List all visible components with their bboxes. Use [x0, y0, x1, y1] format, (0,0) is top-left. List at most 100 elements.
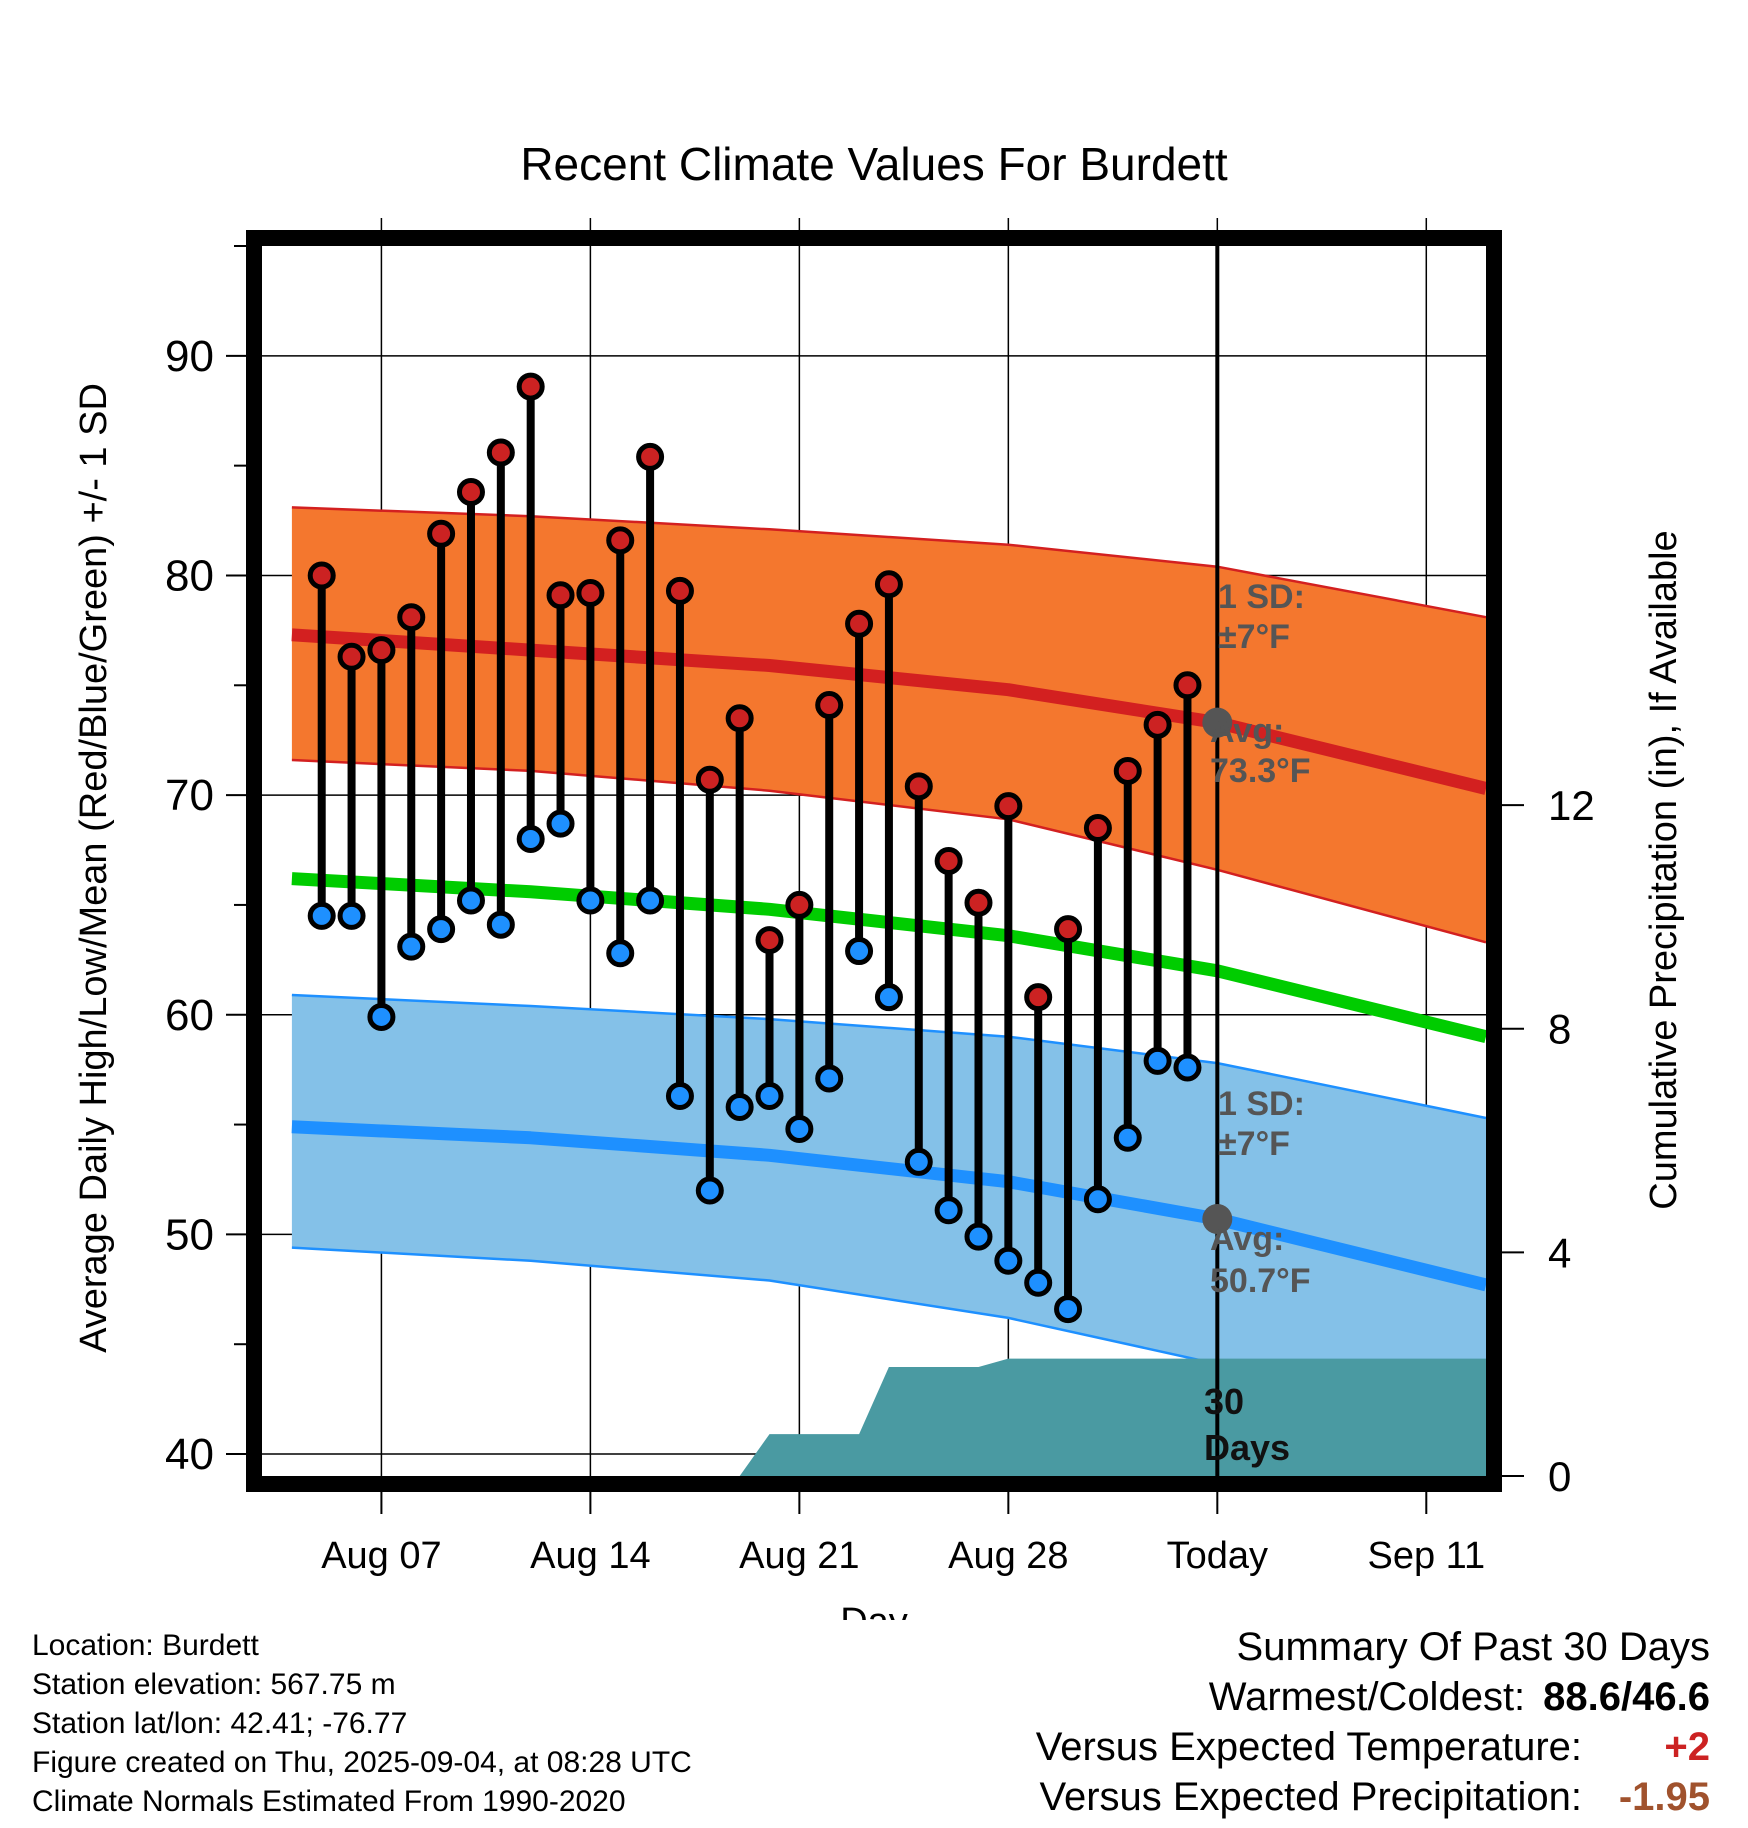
normal-low-line [291, 1120, 1488, 1292]
daily-high-point [725, 704, 754, 733]
daily-bars [317, 386, 1192, 1310]
daily-high-point [934, 847, 963, 875]
y-tick-label: 50 [165, 1210, 214, 1259]
latlon-text: Station lat/lon: 42.41; -76.77 [32, 1707, 408, 1740]
period-unit: Days [1204, 1427, 1290, 1468]
daily-low-point [1113, 1123, 1142, 1152]
warm-cold-row: Warmest/Coldest: 88.6/46.6 [1036, 1672, 1710, 1722]
today-low-average-marker [1202, 1204, 1233, 1235]
daily-high-point [1113, 756, 1142, 785]
daily-high-point [307, 561, 336, 590]
y-tick-label: 90 [165, 332, 214, 381]
normals-text: Climate Normals Estimated From 1990-2020 [32, 1785, 626, 1818]
daily-high-point [904, 772, 933, 801]
high-avg-value: 73.3°F [1210, 752, 1311, 790]
precipitation-area [262, 1358, 1486, 1476]
today-high-average-marker [1202, 707, 1233, 738]
daily-low-point [695, 1176, 724, 1205]
high-sd-value: ±7°F [1218, 618, 1290, 656]
daily-high-point [546, 581, 575, 610]
daily-high-point [606, 526, 635, 555]
low-avg-value: 50.7°F [1210, 1262, 1311, 1300]
high-band-upper-edge [291, 506, 1487, 619]
daily-high-point [964, 888, 993, 917]
daily-low-point [606, 939, 635, 968]
daily-high-point [397, 603, 426, 632]
daily-low-point [546, 809, 575, 838]
x-tick-label: Today [1167, 1535, 1268, 1577]
daily-low-point [576, 886, 605, 915]
daily-low-point [636, 886, 665, 915]
y2-tick-label: 0 [1548, 1453, 1571, 1500]
x-axis-label: Day [840, 1601, 908, 1620]
chart-title: Recent Climate Values For Burdett [520, 138, 1228, 190]
daily-high-point [1054, 915, 1083, 944]
daily-low-point [1143, 1046, 1172, 1075]
precip-value: -1.95 [1618, 1775, 1710, 1819]
daily-low-point [934, 1196, 963, 1225]
daily-high-point [845, 609, 874, 638]
low-sd-label: 1 SD: [1218, 1085, 1305, 1123]
y2-tick-label: 8 [1548, 1006, 1571, 1053]
precipitation-fill [262, 1358, 1486, 1476]
daily-low-point [755, 1082, 784, 1111]
elevation-text: Station elevation: 567.75 m [32, 1668, 396, 1701]
low-sd-value: ±7°F [1218, 1125, 1290, 1163]
location-text: Location: Burdett [32, 1629, 259, 1662]
daily-low-point [904, 1147, 933, 1176]
daily-high-point [1083, 814, 1112, 843]
x-tick-label: Aug 07 [321, 1535, 441, 1577]
y-tick-label: 80 [165, 551, 214, 600]
daily-high-point [427, 519, 456, 548]
daily-high-point [1024, 983, 1053, 1012]
daily-low-point [397, 932, 426, 961]
daily-low-point [486, 910, 515, 939]
low-avg-label: Avg: [1210, 1220, 1284, 1258]
daily-high-point [456, 478, 485, 506]
y-tick-label: 40 [165, 1430, 214, 1479]
x-tick-label: Aug 14 [530, 1535, 650, 1577]
daily-high-point [785, 890, 814, 919]
daily-low-point [665, 1082, 694, 1111]
daily-low-point [815, 1064, 844, 1093]
daily-low-point [1054, 1295, 1083, 1324]
daily-low-point [1173, 1053, 1202, 1082]
station-info: Location: Burdett Station elevation: 567… [32, 1626, 692, 1821]
low-sd-band [291, 995, 1486, 1400]
daily-low-point [1024, 1268, 1053, 1297]
daily-high-point [695, 765, 724, 794]
created-text: Figure created on Thu, 2025-09-04, at 08… [32, 1746, 692, 1779]
x-tick-label: Aug 28 [948, 1535, 1068, 1577]
period-number: 30 [1204, 1381, 1244, 1422]
plot-frame [246, 230, 1502, 1492]
x-tick-label: Aug 21 [739, 1535, 859, 1577]
daily-low-point [1083, 1185, 1112, 1214]
low-band-upper-edge [291, 993, 1487, 1120]
daily-points [307, 372, 1202, 1324]
summary-panel: Summary Of Past 30 Days Warmest/Coldest:… [1036, 1622, 1710, 1822]
y-axis-label: Average Daily High/Low/Mean (Red/Blue/Gr… [73, 383, 115, 1353]
warm-cold-value: 88.6/46.6 [1543, 1675, 1710, 1719]
high-sd-label: 1 SD: [1218, 578, 1305, 616]
daily-high-point [874, 570, 903, 599]
precip-row: Versus Expected Precipitation: -1.95 [1036, 1772, 1710, 1822]
y2-tick-label: 4 [1548, 1229, 1571, 1276]
temp-label: Versus Expected Temperature: [1035, 1725, 1582, 1769]
y-tick-label: 60 [165, 991, 214, 1040]
daily-high-point [337, 642, 366, 671]
daily-high-point [665, 576, 694, 605]
warm-cold-label: Warmest/Coldest: [1208, 1675, 1526, 1719]
x-tick-label: Sep 11 [1367, 1535, 1485, 1577]
daily-low-point [367, 1002, 396, 1031]
daily-low-point [725, 1093, 754, 1121]
daily-low-point [964, 1222, 993, 1251]
y2-axis-label: Cumulative Precipitation (in), If Availa… [1643, 530, 1685, 1209]
daily-low-point [845, 937, 874, 966]
daily-high-point [576, 579, 605, 608]
daily-high-point [636, 442, 665, 471]
climate-chart: 40 50 60 70 80 90 0 4 8 12 Aug 07 Aug 14 Aug 21 Aug 2… [73, 138, 1685, 1620]
period-annotation: 30 Days [1204, 1381, 1290, 1468]
low-annotation: 1 SD: ±7°F Avg: 50.7°F [1210, 1085, 1311, 1300]
daily-low-point [994, 1246, 1023, 1275]
daily-high-point [1173, 671, 1202, 700]
